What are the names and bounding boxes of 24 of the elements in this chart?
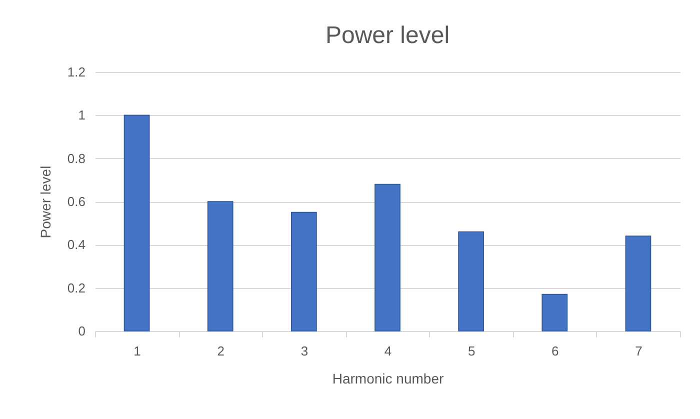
- bar: [290, 212, 317, 332]
- bar: [625, 236, 652, 332]
- x-tick-label: 5: [468, 344, 476, 358]
- bar: [542, 294, 568, 332]
- y-tick-label: 0.8: [67, 150, 86, 166]
- y-tick-label: 1: [78, 108, 86, 123]
- y-tick-label: 0.4: [67, 237, 86, 252]
- x-tick-label: 1: [134, 344, 141, 358]
- bar: [374, 184, 400, 332]
- x-tick-label: 2: [217, 344, 224, 358]
- x-tick-label: 4: [384, 344, 392, 358]
- x-tick-label: 7: [635, 344, 642, 358]
- y-tick-label: 1.2: [67, 64, 86, 80]
- y-axis-title: Power level: [37, 166, 54, 238]
- bar: [124, 114, 150, 332]
- x-tick-label: 6: [552, 344, 559, 358]
- y-tick-label: 0.2: [67, 280, 86, 296]
- bar: [458, 231, 484, 332]
- x-axis-title: Harmonic number: [332, 370, 444, 386]
- y-tick-label: 0.6: [67, 194, 86, 209]
- x-tick-label: 3: [300, 344, 308, 358]
- y-tick-label: 0: [78, 324, 86, 338]
- bar: [207, 201, 234, 332]
- chart-title: Power level: [325, 22, 450, 49]
